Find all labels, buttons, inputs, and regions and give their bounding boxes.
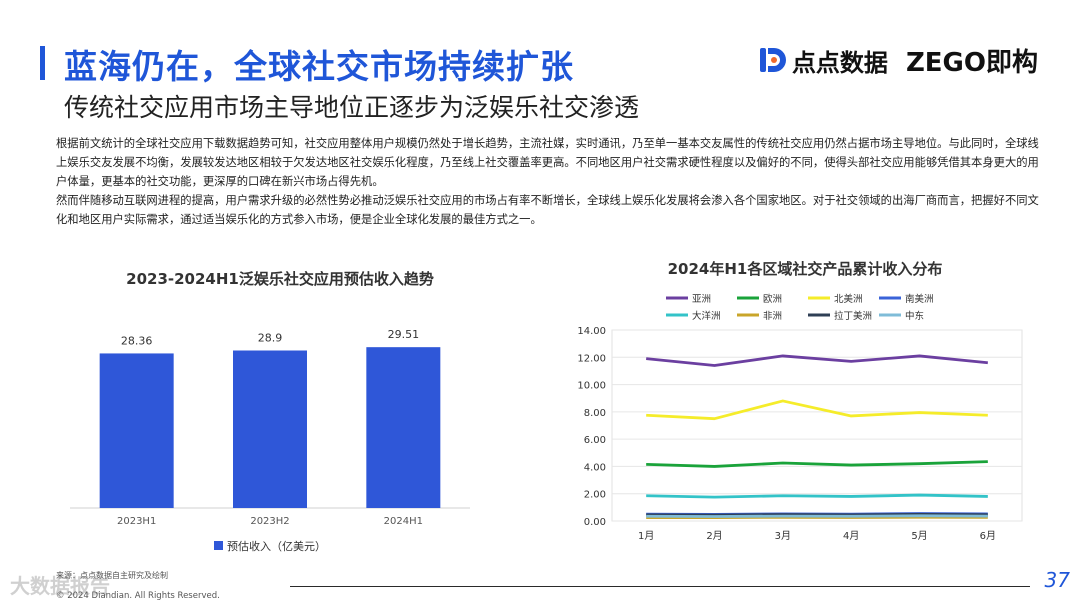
bar-chart-title: 2023-2024H1泛娱乐社交应用预估收入趋势: [126, 270, 434, 288]
line-x-tick-label: 3月: [775, 530, 791, 542]
line-series: [646, 399, 988, 421]
line-series: [646, 354, 988, 367]
line-x-tick-label: 4月: [843, 530, 859, 542]
line-legend-label: 大洋洲: [692, 310, 721, 322]
line-legend-label: 亚洲: [692, 294, 711, 305]
page-subtitle: 传统社交应用市场主导地位正逐步为泛娱乐社交渗透: [64, 93, 640, 122]
line-chart: 0.00 2.00 4.00 6.00 8.00 10.00 12.00 14.00 1月 2月 3…: [577, 293, 1023, 542]
diandian-logo-text: 点点数据: [791, 48, 888, 77]
header-logos: 点点数据 ZEGO即构: [758, 40, 1038, 80]
bar-data-label: 29.51: [388, 328, 420, 341]
footer-divider: [290, 586, 1030, 587]
line-legend-label: 非洲: [763, 310, 782, 322]
line-y-tick-label: 4.00: [584, 462, 606, 473]
bar-chart: 28.36 2023H1 28.9 2023H2 29.51 2024H1 预估收入（亿美元…: [70, 328, 470, 553]
zego-logo: ZEGO即构: [905, 47, 1038, 78]
line-legend-label: 南美洲: [905, 293, 934, 305]
line-x-tick-label: 5月: [911, 530, 927, 542]
bar: [366, 347, 441, 508]
bar-legend-label: 预估收入（亿美元）: [227, 539, 326, 553]
footer-source: 来源：点点数据自主研究及绘制: [56, 571, 168, 580]
intro-paragraph-1: 根据前文统计的全球社交应用下载数据趋势可知，社交应用整体用户规模仍然处于增长趋势…: [56, 137, 1039, 188]
line-y-tick-label: 8.00: [584, 408, 606, 419]
line-y-tick-label: 12.00: [577, 353, 606, 364]
line-x-tick-label: 1月: [638, 530, 654, 542]
bar-x-tick-label: 2023H2: [250, 516, 289, 527]
line-legend-label: 中东: [905, 310, 924, 322]
line-series: [646, 493, 988, 499]
watermark: 大数据报告: [10, 574, 110, 598]
bar: [99, 353, 174, 508]
page-title: 蓝海仍在，全球社交市场持续扩张: [64, 47, 574, 86]
diandian-logo-icon: [759, 48, 786, 72]
line-y-tick-label: 10.00: [577, 381, 606, 392]
bar-data-label: 28.36: [121, 334, 152, 347]
line-y-tick-label: 0.00: [584, 517, 606, 528]
diandian-logo: 点点数据: [758, 43, 888, 78]
intro-paragraph-2: 然而伴随移动互联网进程的提高，用户需求升级的必然性势必推动泛娱乐社交应用的市场占…: [56, 194, 1039, 226]
bar-data-label: 28.9: [258, 331, 283, 344]
title-accent-bar: [40, 46, 45, 80]
intro-text: 根据前文统计的全球社交应用下载数据趋势可知，社交应用整体用户规模仍然处于增长趋势…: [56, 134, 1046, 229]
line-series: [646, 460, 988, 468]
line-series: [646, 514, 988, 518]
line-legend-label: 欧洲: [763, 293, 782, 305]
bar-x-tick-label: 2024H1: [384, 516, 423, 527]
line-y-tick-label: 14.00: [577, 326, 606, 337]
footer-copyright: © 2024 Diandian. All Rights Reserved.: [56, 591, 220, 601]
line-legend-label: 拉丁美洲: [834, 310, 872, 322]
line-chart-title: 2024年H1各区域社交产品累计收入分布: [667, 260, 943, 278]
line-legend-label: 北美洲: [834, 293, 863, 305]
bar-x-tick-label: 2023H1: [117, 516, 156, 527]
line-y-tick-label: 2.00: [584, 490, 606, 501]
page-number: 37: [1044, 568, 1070, 592]
bar: [233, 350, 307, 508]
line-y-tick-label: 6.00: [584, 435, 606, 446]
bar-legend-swatch: [214, 541, 223, 550]
line-x-tick-label: 6月: [980, 530, 996, 542]
line-x-tick-label: 2月: [706, 530, 722, 542]
